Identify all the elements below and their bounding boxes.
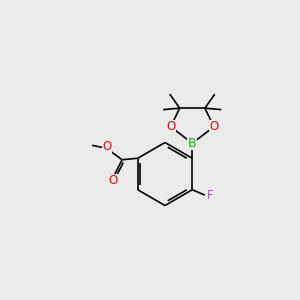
Text: B: B (188, 137, 196, 150)
Text: O: O (103, 140, 112, 153)
Text: O: O (209, 120, 218, 133)
Text: F: F (207, 189, 214, 202)
Text: O: O (109, 174, 118, 187)
Text: O: O (166, 120, 175, 133)
